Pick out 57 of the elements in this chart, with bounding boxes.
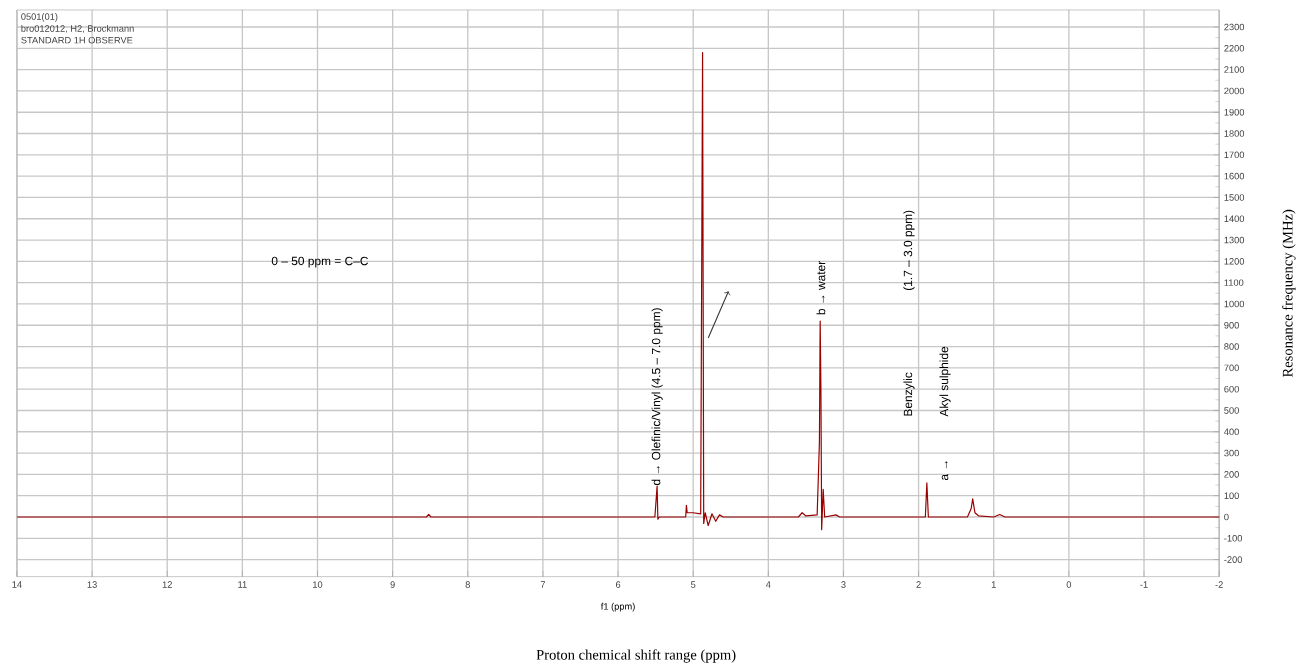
y-tick-label: 2000 [1224, 87, 1245, 94]
x-tick-label: 8 [465, 581, 470, 588]
y-tick-label: 900 [1224, 321, 1239, 329]
x-tick-label: 10 [313, 581, 323, 588]
y-tick-label: 100 [1224, 492, 1239, 499]
y-tick-label: 1700 [1224, 151, 1245, 158]
y-tick-label: 400 [1224, 428, 1239, 435]
x-tick-label: 7 [540, 581, 546, 588]
y-tick-label: 1300 [1224, 236, 1245, 244]
y-axis-title: Resonance frequency (MHz) [1282, 209, 1296, 377]
y-tick-label: 2100 [1224, 66, 1245, 73]
x-tick-label: 14 [12, 581, 22, 588]
x-axis-title: f1 (ppm) [600, 602, 635, 612]
y-tick-label: 800 [1224, 343, 1239, 350]
x-tick-label: 6 [615, 581, 621, 588]
y-tick-label: 1100 [1224, 279, 1244, 286]
annotation: a → [941, 460, 949, 480]
y-tick-label: 1500 [1224, 193, 1245, 201]
y-tick-label: 1000 [1224, 300, 1245, 308]
y-tick-label: 1400 [1224, 215, 1245, 222]
annotation: bro012012, H2, Brockmann [21, 24, 134, 33]
x-tick-label: 12 [162, 581, 172, 588]
x-tick-label: 1 [991, 581, 996, 588]
x-tick-label: 11 [238, 581, 247, 588]
y-tick-label: 300 [1224, 449, 1239, 457]
annotation: (1.7 – 3.0 ppm) [903, 210, 915, 290]
x-tick-label: 2 [916, 581, 921, 588]
x-tick-label: 13 [87, 581, 97, 588]
text: Proton chemical shift range (ppm) [536, 649, 736, 663]
y-tick-label: -100 [1224, 534, 1243, 542]
annotation: Benzylic [903, 372, 915, 416]
x-tick-label: 4 [765, 581, 771, 588]
y-tick-label: 1900 [1224, 108, 1245, 116]
y-tick-label: 2300 [1224, 23, 1245, 31]
y-tick-label: 200 [1224, 470, 1239, 478]
annotation: Akyl sulphide [939, 346, 951, 417]
annotation: 0 – 50 ppm = C–C [271, 256, 369, 268]
y-tick-label: 1600 [1224, 172, 1245, 180]
x-tick-label: 5 [690, 581, 696, 588]
annotation: 0501(01) [21, 12, 58, 22]
y-tick-label: 700 [1224, 364, 1239, 371]
x-tick-label: -1 [1140, 581, 1148, 588]
x-tick-label: 0 [1066, 581, 1072, 588]
line-series [16, 51, 1220, 531]
y-tick-label: 1200 [1224, 257, 1245, 265]
x-tick-label: 3 [841, 581, 846, 588]
y-tick-label: 0 [1224, 513, 1229, 521]
annotation: STANDARD 1H OBSERVE [21, 36, 133, 44]
y-tick-label: 1800 [1224, 130, 1245, 137]
y-tick-label: 500 [1224, 406, 1239, 414]
x-tick-label: 9 [390, 581, 395, 588]
annotation: d → Olefinic/Vinyl (4.5 – 7.0 ppm) [651, 308, 663, 485]
y-tick-label: -200 [1224, 556, 1243, 563]
y-tick-label: 600 [1224, 385, 1239, 393]
x-tick-label: -2 [1215, 581, 1223, 588]
y-tick-label: 2200 [1224, 44, 1245, 52]
annotation: b → water [816, 260, 826, 315]
